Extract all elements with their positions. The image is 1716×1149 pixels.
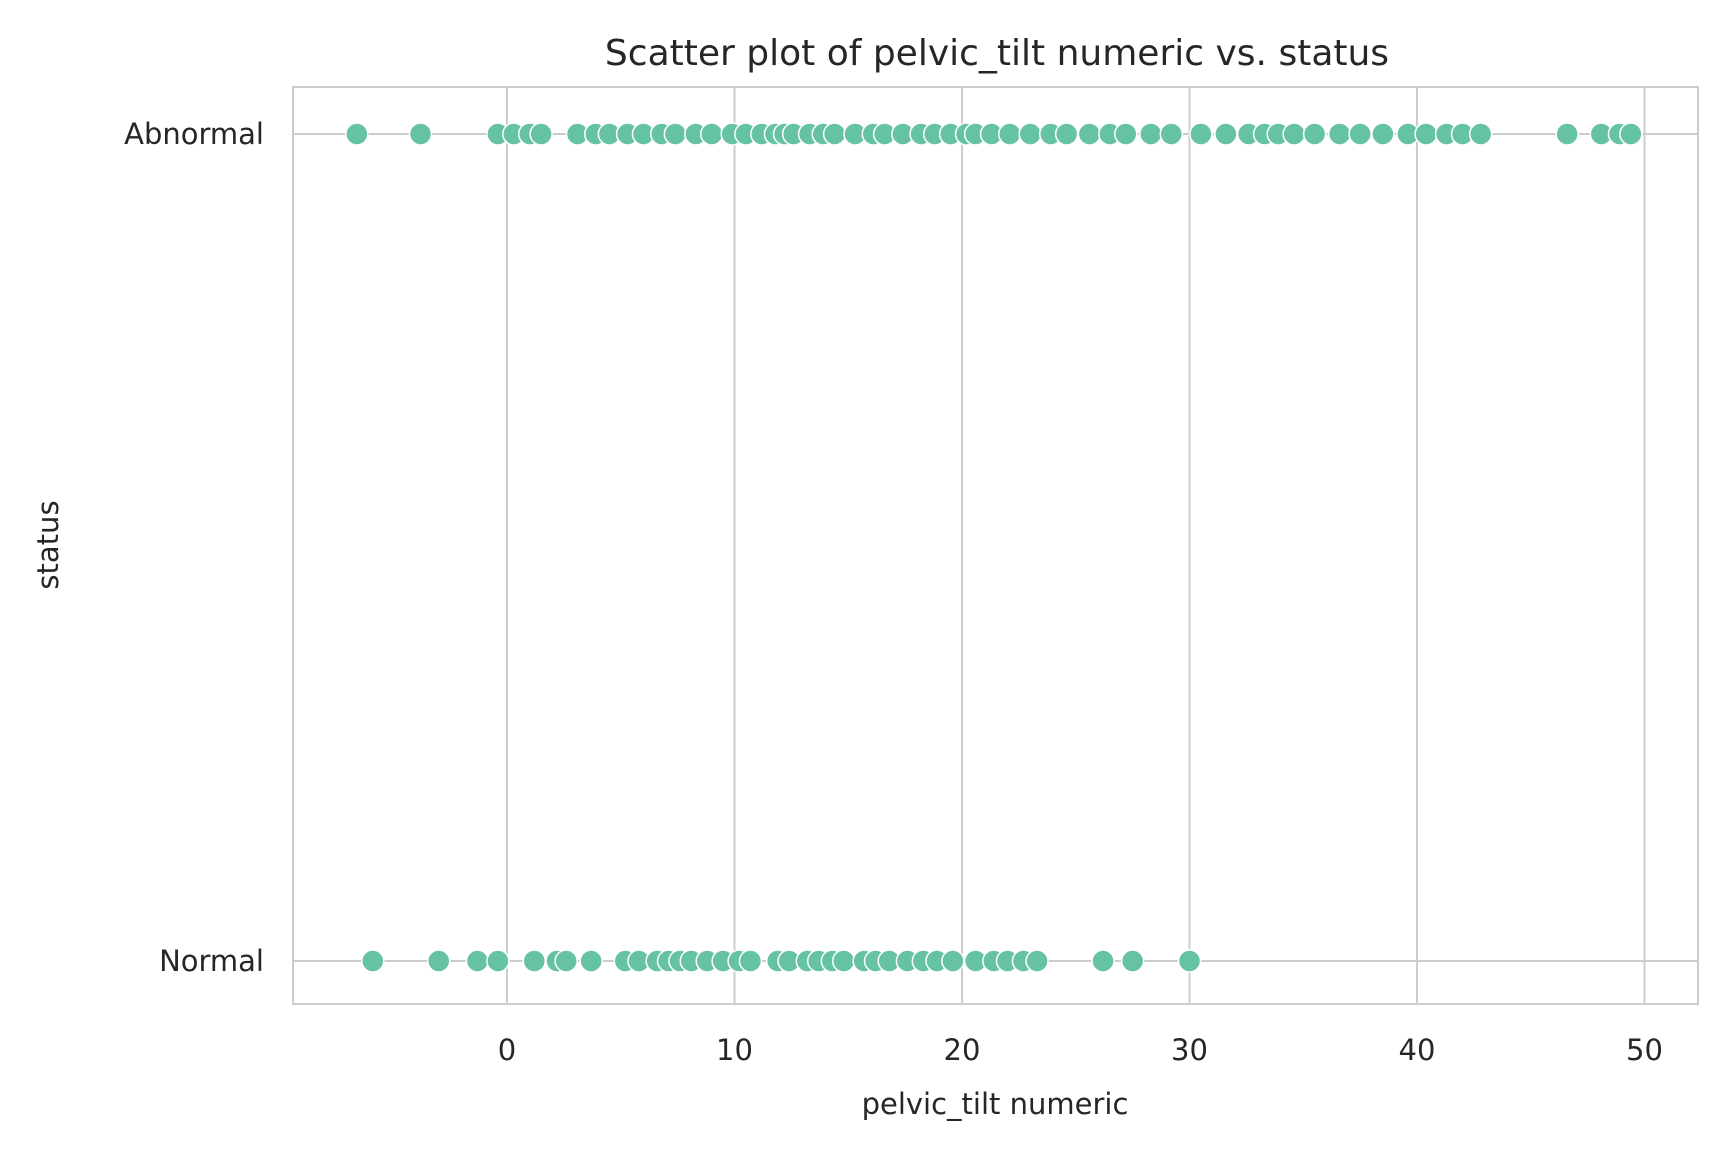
data-point — [579, 949, 603, 973]
data-point — [822, 122, 847, 146]
data-point — [663, 122, 688, 146]
data-point — [1348, 122, 1372, 146]
x-tick-label: 20 — [944, 1033, 981, 1067]
data-point — [738, 949, 763, 973]
x-tick-label: 0 — [498, 1033, 516, 1067]
data-point — [941, 949, 965, 973]
data-point — [1025, 949, 1049, 973]
x-tick-label: 30 — [1171, 1033, 1208, 1067]
chart-title: Scatter plot of pelvic_tilt numeric vs. … — [605, 33, 1389, 74]
y-tick-label: Normal — [159, 944, 264, 978]
data-point — [1282, 122, 1306, 146]
data-point — [486, 949, 510, 973]
data-point — [1468, 122, 1493, 146]
data-point — [700, 122, 724, 146]
data-point — [1619, 122, 1643, 146]
y-tick-label: Abnormal — [124, 117, 264, 151]
data-point — [465, 949, 490, 973]
data-point — [361, 949, 385, 973]
data-point — [1159, 122, 1184, 146]
data-point — [831, 949, 856, 973]
data-point — [345, 122, 369, 146]
data-point — [554, 949, 578, 973]
data-point — [1018, 122, 1042, 146]
data-point — [1139, 122, 1163, 146]
x-axis-ticks: 0 10 20 30 40 50 — [498, 1033, 1663, 1067]
x-tick-label: 50 — [1626, 1033, 1663, 1067]
data-point — [1091, 949, 1115, 973]
data-point — [529, 122, 553, 146]
data-point — [998, 122, 1022, 146]
x-tick-label: 40 — [1399, 1033, 1436, 1067]
data-point — [1214, 122, 1238, 146]
data-point — [1077, 122, 1102, 146]
data-point — [1189, 122, 1213, 146]
data-point — [1555, 122, 1579, 146]
data-point — [1302, 122, 1327, 146]
data-point — [1371, 122, 1395, 146]
x-axis-label: pelvic_tilt numeric — [862, 1087, 1129, 1121]
data-point — [1414, 122, 1438, 146]
data-point — [408, 122, 433, 146]
y-axis-ticks: Abnormal Normal — [124, 117, 264, 978]
data-point — [427, 949, 451, 973]
y-axis-label: status — [31, 500, 65, 589]
data-point — [1054, 122, 1079, 146]
data-point — [522, 949, 547, 973]
data-point — [1327, 122, 1352, 146]
x-tick-label: 10 — [716, 1033, 753, 1067]
data-point — [1177, 949, 1202, 973]
plot-frame — [292, 86, 1699, 1005]
data-point — [1114, 122, 1138, 146]
grid — [293, 87, 1698, 1004]
data-point — [1120, 949, 1145, 973]
data-points — [345, 122, 1643, 973]
